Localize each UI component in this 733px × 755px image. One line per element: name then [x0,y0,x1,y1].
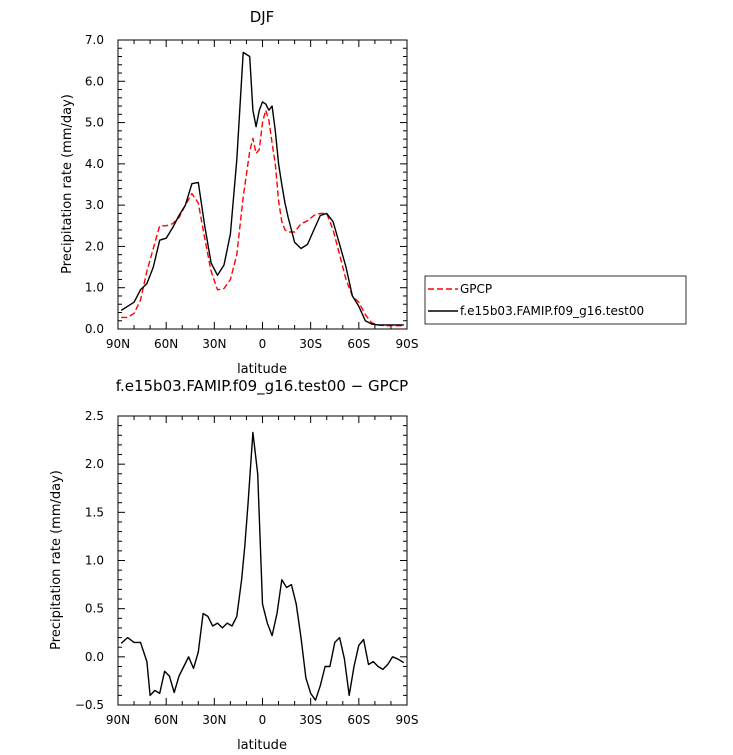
top-chart-x-label: latitude [237,362,287,377]
bottom-chart-plot-area [117,415,408,706]
y-tick-label: 2.5 [85,409,104,423]
y-tick-label: 7.0 [85,33,104,47]
bottom-chart-x-axis: 90N 60N 30N 0 30S 60S 90S [106,416,419,727]
top-chart-series [120,51,404,327]
bottom-chart-y-label: Precipitation rate (mm/day) [49,470,64,650]
top-chart-x-axis: 90N 60N 30N 0 30S 60S 90S [106,40,419,351]
y-tick-label: 3.0 [85,198,104,212]
y-tick-label: 2.0 [85,239,104,253]
top-chart-plot-area [117,39,408,330]
chart-legend: GPCP f.e15b03.FAMIP.f09_g16.test00 [424,275,687,325]
top-chart-panel: DJF 90N 60N 30N 0 30S 60S 90S 0.0 1.0 2.0 3.0 4.0 5… [60,8,418,377]
x-tick-label: 0 [259,713,267,727]
x-tick-label: 90S [396,713,419,727]
bottom-chart-x-label: latitude [237,738,287,753]
bottom-chart-title: f.e15b03.FAMIP.f09_g16.test00 − GPCP [116,377,408,396]
y-tick-label: 1.5 [85,505,104,519]
y-tick-label: 1.0 [85,281,104,295]
x-tick-label: 60N [154,713,178,727]
bottom-chart-panel: f.e15b03.FAMIP.f09_g16.test00 − GPCP 90N… [49,377,418,753]
series-line-gpcp [121,109,404,327]
x-tick-label: 60N [154,337,178,351]
x-tick-label: 30N [202,337,226,351]
top-chart-title: DJF [250,8,275,26]
x-tick-label: 30N [202,713,226,727]
series-line-f-e15b03-famip-f09-g16-test00 [120,51,404,326]
x-tick-label: 90S [396,337,419,351]
x-tick-label: 90N [106,713,130,727]
x-tick-label: 60S [347,713,370,727]
legend-box [424,275,687,325]
y-tick-label: 1.0 [85,554,104,568]
top-chart-y-axis: 0.0 1.0 2.0 3.0 4.0 5.0 6.0 7.0 [85,33,407,336]
series-line-difference [120,431,405,701]
x-tick-label: 30S [299,337,322,351]
legend-label-model: f.e15b03.FAMIP.f09_g16.test00 [460,304,644,318]
legend-label-gpcp: GPCP [460,282,492,296]
bottom-chart-y-axis: −0.5 0.0 0.5 1.0 1.5 2.0 2.5 [75,409,407,712]
y-tick-label: 5.0 [85,116,104,130]
y-tick-label: 0.5 [85,602,104,616]
y-tick-label: 0.0 [85,322,104,336]
y-tick-label: 6.0 [85,74,104,88]
x-tick-label: 60S [347,337,370,351]
bottom-chart-series [120,431,405,701]
x-tick-label: 90N [106,337,130,351]
y-tick-label: 0.0 [85,650,104,664]
x-tick-label: 0 [259,337,267,351]
y-tick-label: 2.0 [85,457,104,471]
y-tick-label: 4.0 [85,157,104,171]
y-tick-label: −0.5 [75,698,104,712]
x-tick-label: 30S [299,713,322,727]
top-chart-y-label: Precipitation rate (mm/day) [60,94,75,274]
